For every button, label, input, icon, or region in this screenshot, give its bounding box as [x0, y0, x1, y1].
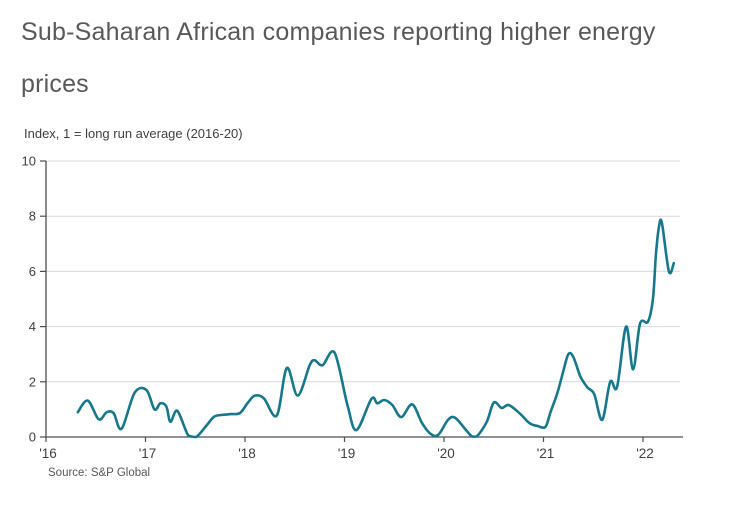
y-tick-label-8: 8 [29, 209, 36, 224]
y-tick-label-10: 10 [22, 154, 36, 169]
x-tick-label-2017: '17 [139, 446, 157, 461]
chart-title: Sub-Saharan African companies reporting … [21, 18, 656, 98]
x-tick-label-2021: '21 [537, 446, 555, 461]
x-tick-label-2018: '18 [238, 446, 256, 461]
x-tick-label-2022: '22 [636, 446, 654, 461]
y-tick-label-0: 0 [29, 430, 36, 445]
chart-subtitle: Index, 1 = long run average (2016-20) [24, 126, 243, 141]
x-tick-label-2020: '20 [437, 446, 455, 461]
x-tick-label-2016: '16 [39, 446, 57, 461]
y-tick-label-2: 2 [29, 374, 36, 389]
x-tick-label-2019: '19 [338, 446, 356, 461]
energy-price-index-line [76, 218, 676, 439]
y-tick-label-4: 4 [29, 319, 36, 334]
y-tick-label-6: 6 [29, 264, 36, 279]
source-note: Source: S&P Global [48, 467, 151, 479]
